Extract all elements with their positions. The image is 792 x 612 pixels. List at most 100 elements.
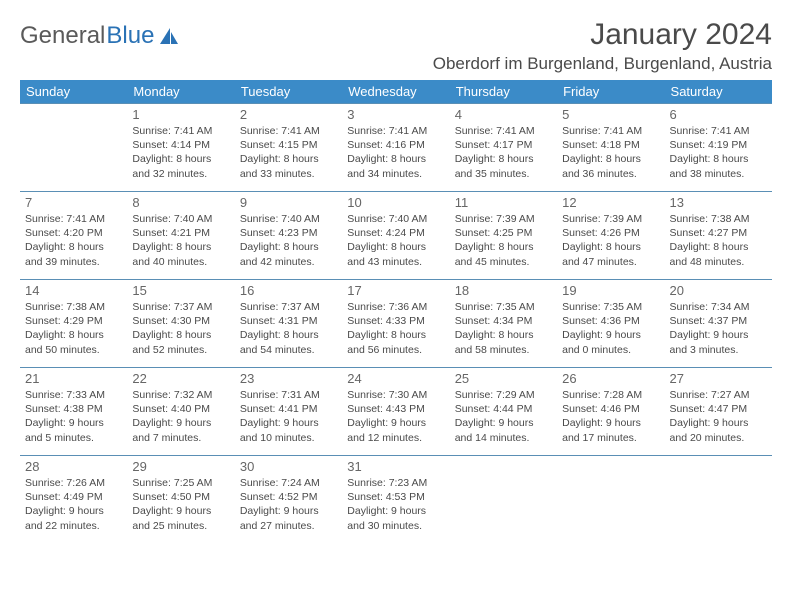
week-row: 28 Sunrise: 7:26 AMSunset: 4:49 PMDayligh…: [20, 456, 772, 544]
day-cell: 17 Sunrise: 7:36 AMSunset: 4:33 PMDayligh…: [342, 280, 449, 368]
day-cell: 29 Sunrise: 7:25 AMSunset: 4:50 PMDayligh…: [127, 456, 234, 544]
day-details: Sunrise: 7:34 AMSunset: 4:37 PMDaylight:…: [670, 300, 767, 357]
day-number: 29: [132, 459, 229, 474]
logo-sail-icon: [158, 26, 180, 46]
day-cell: 5Sunrise: 7:41 AMSunset: 4:18 PMDaylight…: [557, 104, 664, 192]
day-cell: 30 Sunrise: 7:24 AMSunset: 4:52 PMDayligh…: [235, 456, 342, 544]
day-details: Sunrise: 7:36 AMSunset: 4:33 PMDaylight:…: [347, 300, 444, 357]
day-header-cell: Saturday: [665, 80, 772, 104]
day-details: Sunrise: 7:28 AMSunset: 4:46 PMDaylight:…: [562, 388, 659, 445]
day-details: Sunrise: 7:23 AMSunset: 4:53 PMDaylight:…: [347, 476, 444, 533]
day-number: 10: [347, 195, 444, 210]
day-number: 17: [347, 283, 444, 298]
day-number: 1: [132, 107, 229, 122]
day-cell: [665, 456, 772, 544]
day-header-cell: Friday: [557, 80, 664, 104]
logo-text-blue: Blue: [106, 22, 154, 50]
day-number: 4: [455, 107, 552, 122]
day-details: Sunrise: 7:41 AMSunset: 4:19 PMDaylight:…: [670, 124, 767, 181]
day-number: 28: [25, 459, 122, 474]
day-cell: 12 Sunrise: 7:39 AMSunset: 4:26 PMDayligh…: [557, 192, 664, 280]
calendar-body: 1Sunrise: 7:41 AMSunset: 4:14 PMDaylight…: [20, 104, 772, 544]
day-cell: 19 Sunrise: 7:35 AMSunset: 4:36 PMDayligh…: [557, 280, 664, 368]
day-number: 16: [240, 283, 337, 298]
day-cell: 11 Sunrise: 7:39 AMSunset: 4:25 PMDayligh…: [450, 192, 557, 280]
day-details: Sunrise: 7:39 AMSunset: 4:26 PMDaylight:…: [562, 212, 659, 269]
day-cell: 10 Sunrise: 7:40 AMSunset: 4:24 PMDayligh…: [342, 192, 449, 280]
day-cell: [450, 456, 557, 544]
day-cell: 20 Sunrise: 7:34 AMSunset: 4:37 PMDayligh…: [665, 280, 772, 368]
day-cell: 25 Sunrise: 7:29 AMSunset: 4:44 PMDayligh…: [450, 368, 557, 456]
day-cell: 31Sunrise: 7:23 AMSunset: 4:53 PMDayligh…: [342, 456, 449, 544]
day-number: 12: [562, 195, 659, 210]
day-details: Sunrise: 7:41 AMSunset: 4:16 PMDaylight:…: [347, 124, 444, 181]
logo-text-general: General: [20, 22, 105, 50]
day-number: 5: [562, 107, 659, 122]
day-header-cell: Tuesday: [235, 80, 342, 104]
day-details: Sunrise: 7:26 AMSunset: 4:49 PMDaylight:…: [25, 476, 122, 533]
day-cell: 22 Sunrise: 7:32 AMSunset: 4:40 PMDayligh…: [127, 368, 234, 456]
day-details: Sunrise: 7:24 AMSunset: 4:52 PMDaylight:…: [240, 476, 337, 533]
day-details: Sunrise: 7:37 AMSunset: 4:30 PMDaylight:…: [132, 300, 229, 357]
day-details: Sunrise: 7:29 AMSunset: 4:44 PMDaylight:…: [455, 388, 552, 445]
day-cell: 13 Sunrise: 7:38 AMSunset: 4:27 PMDayligh…: [665, 192, 772, 280]
day-cell: 1Sunrise: 7:41 AMSunset: 4:14 PMDaylight…: [127, 104, 234, 192]
day-number: 23: [240, 371, 337, 386]
day-cell: 7Sunrise: 7:41 AMSunset: 4:20 PMDaylight…: [20, 192, 127, 280]
day-cell: 8 Sunrise: 7:40 AMSunset: 4:21 PMDaylight…: [127, 192, 234, 280]
day-cell: 18 Sunrise: 7:35 AMSunset: 4:34 PMDayligh…: [450, 280, 557, 368]
day-details: Sunrise: 7:41 AMSunset: 4:15 PMDaylight:…: [240, 124, 337, 181]
day-number: 27: [670, 371, 767, 386]
day-number: 15: [132, 283, 229, 298]
day-header-cell: Sunday: [20, 80, 127, 104]
day-header-cell: Thursday: [450, 80, 557, 104]
day-number: 8: [132, 195, 229, 210]
day-details: Sunrise: 7:35 AMSunset: 4:36 PMDaylight:…: [562, 300, 659, 357]
day-details: Sunrise: 7:40 AMSunset: 4:23 PMDaylight:…: [240, 212, 337, 269]
day-details: Sunrise: 7:40 AMSunset: 4:24 PMDaylight:…: [347, 212, 444, 269]
week-row: 1Sunrise: 7:41 AMSunset: 4:14 PMDaylight…: [20, 104, 772, 192]
day-number: 13: [670, 195, 767, 210]
day-cell: 23 Sunrise: 7:31 AMSunset: 4:41 PMDayligh…: [235, 368, 342, 456]
day-cell: 3 Sunrise: 7:41 AMSunset: 4:16 PMDaylight…: [342, 104, 449, 192]
day-details: Sunrise: 7:35 AMSunset: 4:34 PMDaylight:…: [455, 300, 552, 357]
day-details: Sunrise: 7:25 AMSunset: 4:50 PMDaylight:…: [132, 476, 229, 533]
day-number: 18: [455, 283, 552, 298]
day-details: Sunrise: 7:31 AMSunset: 4:41 PMDaylight:…: [240, 388, 337, 445]
day-number: 14: [25, 283, 122, 298]
day-cell: 28 Sunrise: 7:26 AMSunset: 4:49 PMDayligh…: [20, 456, 127, 544]
month-title: January 2024: [433, 18, 772, 52]
day-details: Sunrise: 7:40 AMSunset: 4:21 PMDaylight:…: [132, 212, 229, 269]
day-cell: 27Sunrise: 7:27 AMSunset: 4:47 PMDayligh…: [665, 368, 772, 456]
calendar-table: SundayMondayTuesdayWednesdayThursdayFrid…: [20, 80, 772, 544]
day-cell: 21 Sunrise: 7:33 AMSunset: 4:38 PMDayligh…: [20, 368, 127, 456]
day-cell: 2 Sunrise: 7:41 AMSunset: 4:15 PMDaylight…: [235, 104, 342, 192]
day-details: Sunrise: 7:30 AMSunset: 4:43 PMDaylight:…: [347, 388, 444, 445]
day-number: 22: [132, 371, 229, 386]
day-details: Sunrise: 7:41 AMSunset: 4:20 PMDaylight:…: [25, 212, 122, 269]
day-header-cell: Monday: [127, 80, 234, 104]
day-details: Sunrise: 7:39 AMSunset: 4:25 PMDaylight:…: [455, 212, 552, 269]
title-block: January 2024 Oberdorf im Burgenland, Bur…: [433, 18, 772, 74]
day-details: Sunrise: 7:32 AMSunset: 4:40 PMDaylight:…: [132, 388, 229, 445]
day-cell: 9 Sunrise: 7:40 AMSunset: 4:23 PMDaylight…: [235, 192, 342, 280]
day-details: Sunrise: 7:33 AMSunset: 4:38 PMDaylight:…: [25, 388, 122, 445]
day-cell: 14Sunrise: 7:38 AMSunset: 4:29 PMDayligh…: [20, 280, 127, 368]
day-number: 9: [240, 195, 337, 210]
day-number: 19: [562, 283, 659, 298]
day-number: 11: [455, 195, 552, 210]
day-number: 21: [25, 371, 122, 386]
day-details: Sunrise: 7:38 AMSunset: 4:27 PMDaylight:…: [670, 212, 767, 269]
day-details: Sunrise: 7:41 AMSunset: 4:17 PMDaylight:…: [455, 124, 552, 181]
week-row: 14Sunrise: 7:38 AMSunset: 4:29 PMDayligh…: [20, 280, 772, 368]
day-cell: 6Sunrise: 7:41 AMSunset: 4:19 PMDaylight…: [665, 104, 772, 192]
day-number: 3: [347, 107, 444, 122]
day-cell: [557, 456, 664, 544]
day-number: 30: [240, 459, 337, 474]
day-number: 2: [240, 107, 337, 122]
day-number: 20: [670, 283, 767, 298]
day-number: 25: [455, 371, 552, 386]
day-cell: 16Sunrise: 7:37 AMSunset: 4:31 PMDayligh…: [235, 280, 342, 368]
header: GeneralBlue January 2024 Oberdorf im Bur…: [20, 18, 772, 74]
location: Oberdorf im Burgenland, Burgenland, Aust…: [433, 54, 772, 74]
